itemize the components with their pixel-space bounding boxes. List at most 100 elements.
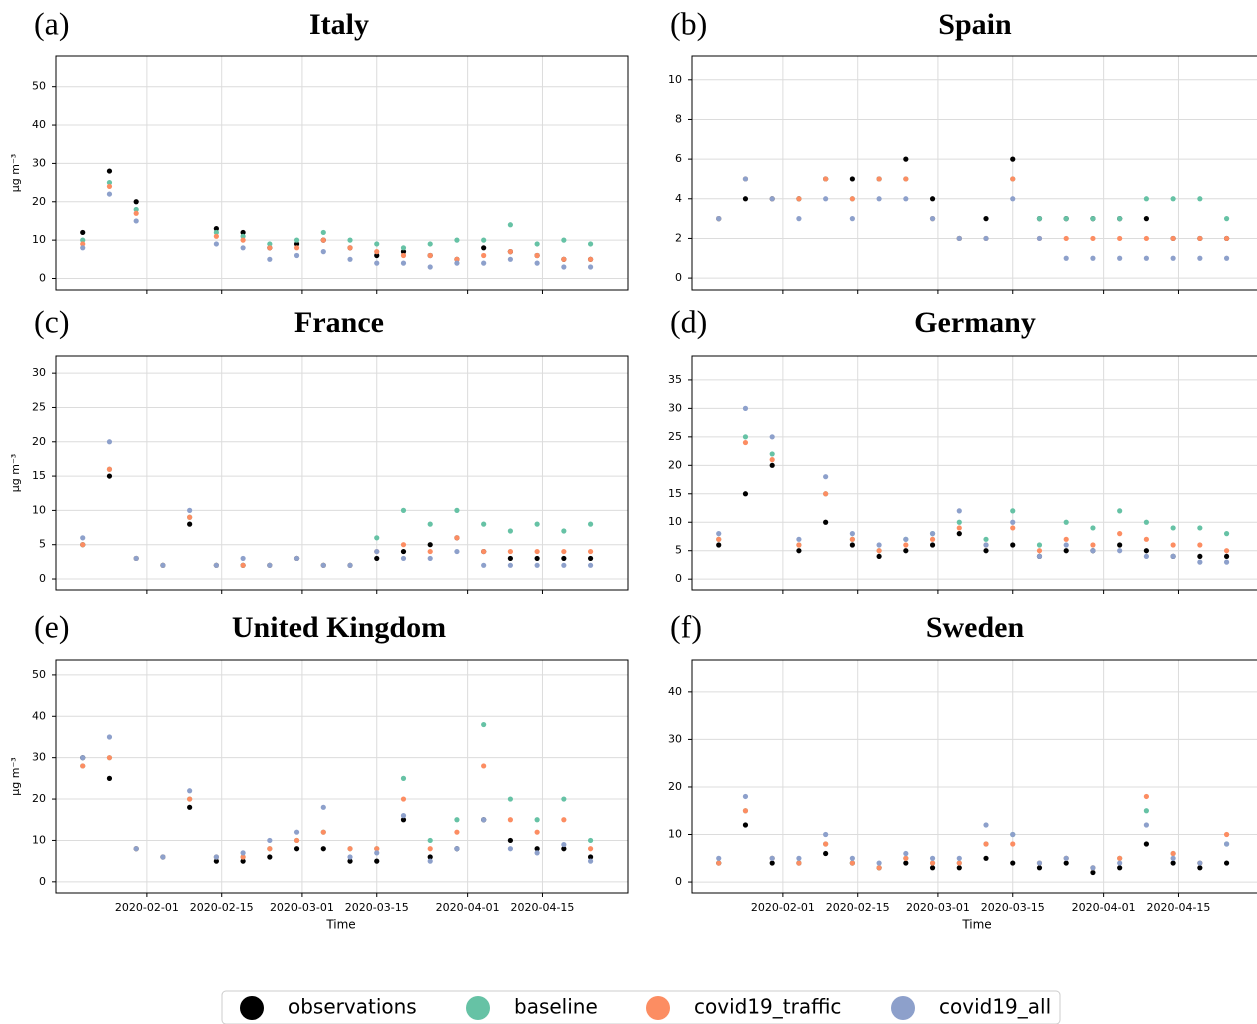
data-point: [823, 850, 829, 857]
data-point: [1036, 860, 1043, 866]
data-point: [267, 562, 273, 568]
data-point: [956, 531, 962, 537]
data-point: [427, 241, 433, 247]
data-point: [1063, 255, 1069, 261]
panel-label: (e): [34, 608, 70, 644]
data-point: [400, 555, 407, 562]
data-point: [1223, 860, 1230, 866]
data-point: [742, 196, 749, 202]
data-point: [400, 542, 407, 548]
data-point: [587, 521, 594, 527]
data-point: [1223, 553, 1230, 560]
data-point: [213, 229, 219, 236]
data-point: [240, 850, 246, 856]
y-tick-label: 40: [32, 709, 46, 722]
data-point: [796, 855, 802, 861]
data-point: [1036, 542, 1043, 548]
data-point: [507, 562, 513, 568]
data-point: [267, 241, 273, 247]
data-point: [716, 531, 722, 537]
data-point: [1143, 553, 1149, 560]
data-point: [1197, 553, 1203, 560]
data-point: [293, 245, 300, 251]
data-point: [849, 531, 855, 537]
data-point: [1117, 865, 1123, 871]
data-point: [481, 763, 487, 769]
data-point: [849, 542, 855, 548]
x-tick-label: 2020-02-15: [826, 901, 890, 914]
data-point: [293, 252, 300, 259]
data-point: [534, 521, 540, 527]
data-point: [876, 176, 882, 182]
data-point: [507, 846, 513, 852]
data-point: [400, 245, 407, 251]
data-point: [80, 229, 86, 236]
x-tick-label: 2020-02-15: [190, 901, 254, 914]
data-point: [716, 860, 722, 866]
data-point: [240, 858, 246, 864]
data-point: [1143, 235, 1149, 242]
y-tick-label: 0: [39, 572, 46, 585]
data-point: [716, 855, 722, 861]
data-point: [347, 858, 353, 864]
y-tick-label: 10: [32, 503, 46, 516]
data-point: [320, 829, 326, 835]
y-tick-label: 20: [32, 792, 46, 805]
data-point: [587, 562, 594, 568]
panel-title: Germany: [914, 306, 1036, 339]
panel-label: (d): [670, 303, 707, 339]
data-point: [213, 226, 219, 232]
data-point: [534, 555, 540, 562]
plot-frame: [55, 355, 629, 591]
data-point: [240, 555, 246, 562]
data-point: [293, 846, 300, 852]
y-tick-label: 6: [675, 152, 682, 165]
panel-label: (a): [34, 5, 70, 41]
data-point: [1117, 216, 1123, 222]
data-point: [347, 562, 353, 568]
y-tick-label: 10: [668, 73, 682, 86]
data-point: [400, 796, 407, 802]
data-point: [160, 562, 166, 568]
data-point: [1117, 255, 1123, 261]
data-point: [1010, 508, 1016, 514]
data-point: [983, 216, 989, 222]
y-tick-label: 50: [32, 668, 46, 681]
y-tick-label: 40: [32, 118, 46, 131]
data-point: [400, 817, 407, 823]
data-point: [796, 196, 802, 202]
data-point: [983, 235, 989, 242]
data-point: [400, 249, 407, 255]
y-tick-label: 2: [675, 231, 682, 244]
data-point: [561, 264, 567, 270]
data-point: [1117, 531, 1123, 537]
data-point: [983, 536, 989, 542]
data-point: [534, 850, 540, 856]
data-point: [769, 860, 775, 866]
data-point: [507, 548, 513, 555]
data-point: [320, 804, 326, 810]
data-point: [903, 156, 909, 162]
data-point: [1143, 793, 1149, 800]
data-point: [293, 829, 300, 835]
data-point: [133, 210, 139, 216]
data-point: [507, 817, 513, 823]
data-point: [80, 755, 86, 761]
data-point: [1010, 176, 1016, 182]
panel-label: (b): [670, 5, 707, 41]
data-point: [956, 855, 962, 861]
data-point: [903, 860, 909, 866]
data-point: [1143, 196, 1149, 202]
data-point: [1010, 831, 1016, 838]
legend-label: observations: [288, 995, 417, 1019]
data-point: [1036, 553, 1043, 560]
y-tick-label: 50: [32, 80, 46, 93]
data-point: [903, 855, 909, 861]
data-point: [983, 542, 989, 548]
data-point: [823, 176, 829, 182]
data-point: [561, 237, 567, 243]
data-point: [796, 548, 802, 554]
data-point: [106, 755, 113, 761]
data-point: [587, 555, 594, 562]
data-point: [903, 548, 909, 554]
